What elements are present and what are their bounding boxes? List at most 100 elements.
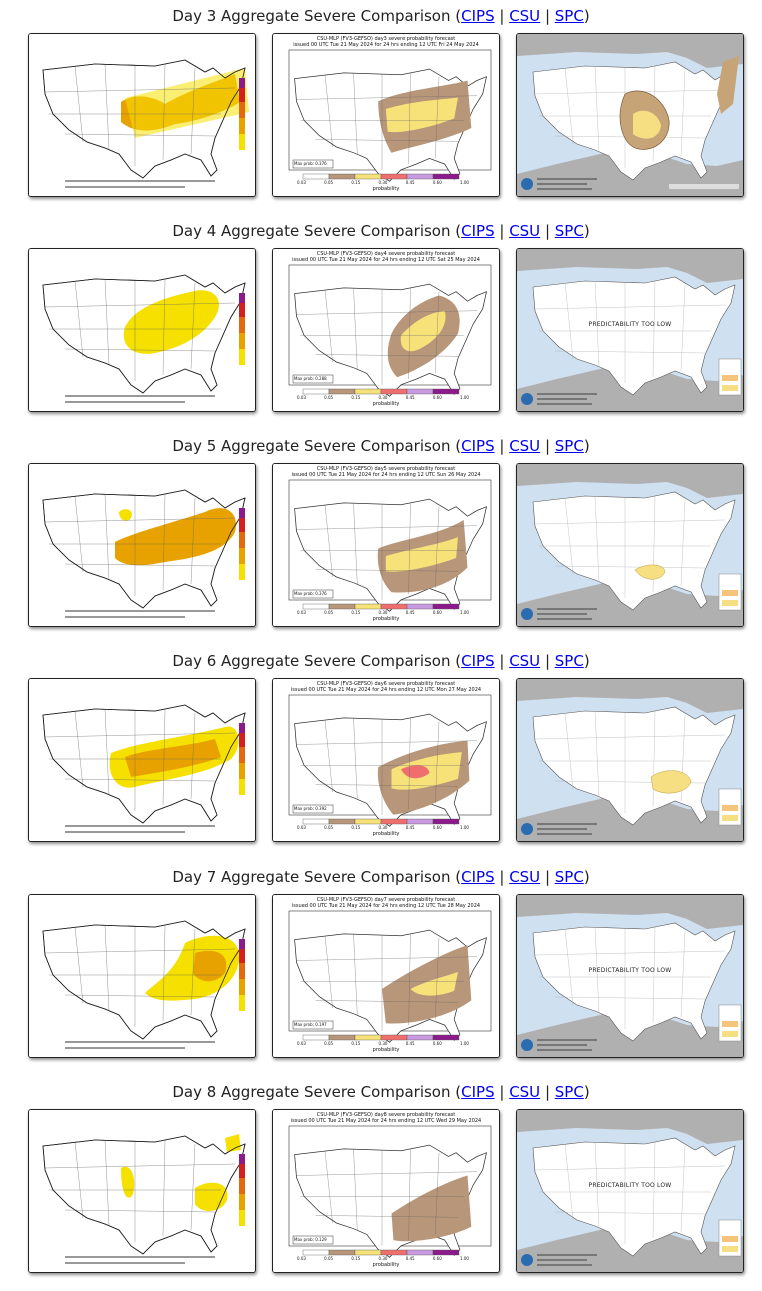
csu-max-prob: Max prob: 0.288 xyxy=(294,376,327,381)
cips-link[interactable]: CIPS xyxy=(461,868,495,886)
scale-tick: 0.05 xyxy=(324,180,334,185)
scale-tick: 0.30 xyxy=(378,1256,388,1261)
day-title-text: Day 3 Aggregate Severe Comparison xyxy=(172,7,451,25)
csu-header-2: issued 00 UTC Tue 21 May 2024 for 24 hrs… xyxy=(290,687,482,693)
csu-max-prob: Max prob: 0.376 xyxy=(294,591,327,596)
csu-header-2: issued 00 UTC Tue 21 May 2024 for 24 hrs… xyxy=(291,472,481,478)
scale-tick: 0.15 xyxy=(351,1256,361,1261)
day-title: Day 3 Aggregate Severe Comparison (CIPS … xyxy=(172,7,590,25)
cips-panel[interactable] xyxy=(28,1109,256,1273)
cips-panel[interactable] xyxy=(28,894,256,1058)
csu-max-prob: Max prob: 0.376 xyxy=(294,161,327,166)
cips-link[interactable]: CIPS xyxy=(461,222,495,240)
cips-link[interactable]: CIPS xyxy=(461,652,495,670)
csu-scale-label: probability xyxy=(372,1047,400,1053)
scale-tick: 0.60 xyxy=(432,1041,442,1046)
csu-panel[interactable]: CSU-MLP (FV3-GEFSO) day6 severe probabil… xyxy=(272,678,500,842)
scale-tick: 0.45 xyxy=(405,1256,415,1261)
csu-header-1: CSU-MLP (FV3-GEFSO) day6 severe probabil… xyxy=(316,681,456,687)
day-title-text: Day 6 Aggregate Severe Comparison xyxy=(172,652,451,670)
scale-tick: 0.03 xyxy=(297,395,306,400)
cips-link[interactable]: CIPS xyxy=(461,437,495,455)
scale-tick: 0.45 xyxy=(405,395,415,400)
csu-header-2: issued 00 UTC Tue 21 May 2024 for 24 hrs… xyxy=(292,257,480,263)
spc-panel[interactable] xyxy=(516,463,744,627)
cips-panel[interactable] xyxy=(28,463,256,627)
csu-scale-ticks: 0.03 0.05 0.15 0.30 0.45 0.60 1.00 xyxy=(297,395,469,400)
scale-tick: 0.05 xyxy=(324,1256,334,1261)
scale-tick: 0.05 xyxy=(324,610,334,615)
cips-panel[interactable] xyxy=(28,33,256,197)
cips-link[interactable]: CIPS xyxy=(461,7,495,25)
csu-header-2: issued 00 UTC Tue 21 May 2024 for 24 hrs… xyxy=(290,1118,482,1124)
spc-link[interactable]: SPC xyxy=(554,1083,584,1101)
scale-tick: 0.30 xyxy=(378,1041,388,1046)
csu-header-2: issued 00 UTC Tue 21 May 2024 for 24 hrs… xyxy=(293,42,479,48)
spc-panel[interactable]: PREDICTABILITY TOO LOW xyxy=(516,894,744,1058)
scale-tick: 0.60 xyxy=(432,825,442,830)
scale-tick: 1.00 xyxy=(460,180,469,185)
csu-panel[interactable]: CSU-MLP (FV3-GEFSO) day8 severe probabil… xyxy=(272,1109,500,1273)
csu-panel[interactable]: CSU-MLP (FV3-GEFSO) day4 severe probabil… xyxy=(272,248,500,412)
csu-header-2: issued 00 UTC Tue 21 May 2024 for 24 hrs… xyxy=(291,903,481,909)
spc-link[interactable]: SPC xyxy=(554,652,584,670)
csu-header-1: CSU-MLP (FV3-GEFSO) day4 severe probabil… xyxy=(316,251,456,257)
spc-outlook-text: PREDICTABILITY TOO LOW xyxy=(588,1182,672,1189)
scale-tick: 0.05 xyxy=(324,395,334,400)
scale-tick: 1.00 xyxy=(460,825,469,830)
scale-tick: 0.60 xyxy=(432,395,442,400)
spc-link[interactable]: SPC xyxy=(554,7,584,25)
csu-link[interactable]: CSU xyxy=(509,1083,541,1101)
scale-tick: 0.30 xyxy=(378,395,388,400)
csu-header-1: CSU-MLP (FV3-GEFSO) day7 severe probabil… xyxy=(316,897,456,903)
scale-tick: 0.05 xyxy=(324,1041,334,1046)
csu-link[interactable]: CSU xyxy=(509,222,541,240)
day-title-text: Day 8 Aggregate Severe Comparison xyxy=(172,1083,451,1101)
scale-tick: 0.03 xyxy=(297,825,306,830)
spc-panel[interactable]: PREDICTABILITY TOO LOW xyxy=(516,248,744,412)
csu-panel[interactable]: CSU-MLP (FV3-GEFSO) day7 severe probabil… xyxy=(272,894,500,1058)
cips-link[interactable]: CIPS xyxy=(461,1083,495,1101)
scale-tick: 0.60 xyxy=(432,180,442,185)
day-section: Day 4 Aggregate Severe Comparison (CIPS … xyxy=(0,215,762,430)
csu-panel[interactable]: CSU-MLP (FV3-GEFSO) day5 severe probabil… xyxy=(272,463,500,627)
scale-tick: 0.15 xyxy=(351,180,361,185)
spc-link[interactable]: SPC xyxy=(554,437,584,455)
csu-max-prob: Max prob: 0.129 xyxy=(294,1237,327,1242)
scale-tick: 1.00 xyxy=(460,1256,469,1261)
csu-max-prob: Max prob: 0.197 xyxy=(294,1022,327,1027)
spc-panel[interactable]: PREDICTABILITY TOO LOW xyxy=(516,1109,744,1273)
cips-panel[interactable] xyxy=(28,678,256,842)
scale-tick: 0.03 xyxy=(297,1041,306,1046)
csu-scale-label: probability xyxy=(372,186,400,192)
scale-tick: 0.30 xyxy=(378,180,388,185)
day-title: Day 5 Aggregate Severe Comparison (CIPS … xyxy=(172,437,590,455)
csu-link[interactable]: CSU xyxy=(509,437,541,455)
csu-link[interactable]: CSU xyxy=(509,652,541,670)
csu-link[interactable]: CSU xyxy=(509,868,541,886)
spc-panel[interactable] xyxy=(516,678,744,842)
scale-tick: 0.45 xyxy=(405,1041,415,1046)
scale-tick: 1.00 xyxy=(460,1041,469,1046)
cips-panel[interactable] xyxy=(28,248,256,412)
scale-tick: 0.30 xyxy=(378,825,388,830)
day-title-text: Day 5 Aggregate Severe Comparison xyxy=(172,437,451,455)
csu-link[interactable]: CSU xyxy=(509,7,541,25)
scale-tick: 0.05 xyxy=(324,825,334,830)
spc-outlook-text: PREDICTABILITY TOO LOW xyxy=(588,967,672,974)
scale-tick: 0.30 xyxy=(378,610,388,615)
csu-scale-ticks: 0.03 0.05 0.15 0.30 0.45 0.60 1.00 xyxy=(297,1256,469,1261)
spc-link[interactable]: SPC xyxy=(554,222,584,240)
csu-scale-label: probability xyxy=(372,616,400,622)
csu-panel[interactable]: CSU-MLP (FV3-GEFSO) day3 severe probabil… xyxy=(272,33,500,197)
scale-tick: 1.00 xyxy=(460,610,469,615)
day-title-text: Day 7 Aggregate Severe Comparison xyxy=(172,868,451,886)
csu-scale-label: probability xyxy=(372,401,400,407)
spc-panel[interactable] xyxy=(516,33,744,197)
scale-tick: 0.15 xyxy=(351,395,361,400)
csu-scale-label: probability xyxy=(372,831,400,837)
day-section: Day 3 Aggregate Severe Comparison (CIPS … xyxy=(0,0,762,215)
day-section: Day 5 Aggregate Severe Comparison (CIPS … xyxy=(0,430,762,645)
spc-link[interactable]: SPC xyxy=(554,868,584,886)
scale-tick: 0.45 xyxy=(405,180,415,185)
